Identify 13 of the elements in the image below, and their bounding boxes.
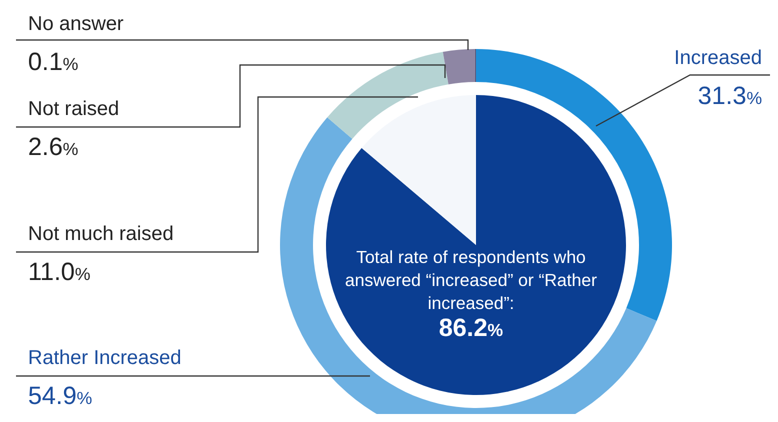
slice-label: Rather Increased	[28, 346, 182, 370]
pie-slice	[362, 95, 476, 245]
text: Total rate of respondents who answered “increased” or “Rather increased”: 86.2%	[344, 246, 598, 342]
data-label: 54.9%	[28, 382, 92, 410]
data-label: 11.0%	[28, 258, 90, 286]
data-label: 2.6%	[28, 133, 78, 161]
slice-label: Not much raised	[28, 222, 174, 246]
data-label: 0.1%	[28, 48, 78, 76]
pie-slice	[326, 95, 626, 395]
slice-label: Not raised	[28, 97, 120, 121]
slice-label: No answer	[28, 12, 124, 36]
data-label: 31.3%	[698, 82, 762, 110]
slice-label: Increased	[674, 46, 762, 70]
